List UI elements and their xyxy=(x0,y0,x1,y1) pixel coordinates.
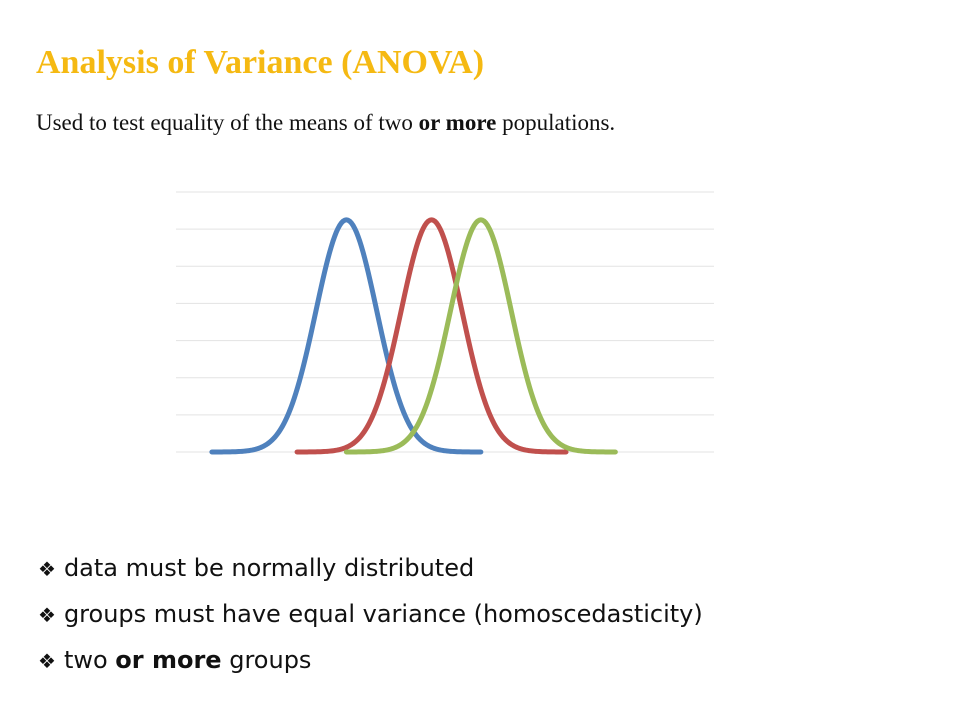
diamond-bullet-icon: ❖ xyxy=(38,557,56,581)
chart-curves xyxy=(209,217,618,455)
list-item-text-end: groups xyxy=(221,646,312,674)
list-item: ❖ groups must have equal variance (homosc… xyxy=(38,592,703,638)
slide-title: Analysis of Variance (ANOVA) xyxy=(36,44,485,81)
diamond-bullet-icon: ❖ xyxy=(38,603,56,627)
subtitle-text-end: populations. xyxy=(496,110,616,135)
subtitle-text: Used to test equality of the means of tw… xyxy=(36,110,419,135)
slide-subtitle: Used to test equality of the means of tw… xyxy=(36,110,615,136)
series-curve-1 xyxy=(209,217,484,455)
list-item-text: data must be normally distributed xyxy=(63,554,475,582)
subtitle-emphasis: or more xyxy=(418,110,497,135)
diamond-bullet-icon: ❖ xyxy=(38,649,56,673)
requirements-list: ❖ data must be normally distributed ❖ grou… xyxy=(38,546,703,684)
series-curve-3 xyxy=(343,217,618,455)
list-item-text: groups must have equal variance (homosce… xyxy=(63,600,703,628)
list-item-emphasis: or more xyxy=(115,646,222,674)
series-curve-2 xyxy=(294,217,569,455)
list-item: ❖ data must be normally distributed xyxy=(38,546,703,592)
normal-distributions-chart xyxy=(170,180,720,470)
list-item-text: two xyxy=(63,646,116,674)
chart-grid xyxy=(176,191,714,453)
list-item: ❖ two or more groups xyxy=(38,638,703,684)
chart-svg xyxy=(176,191,714,455)
